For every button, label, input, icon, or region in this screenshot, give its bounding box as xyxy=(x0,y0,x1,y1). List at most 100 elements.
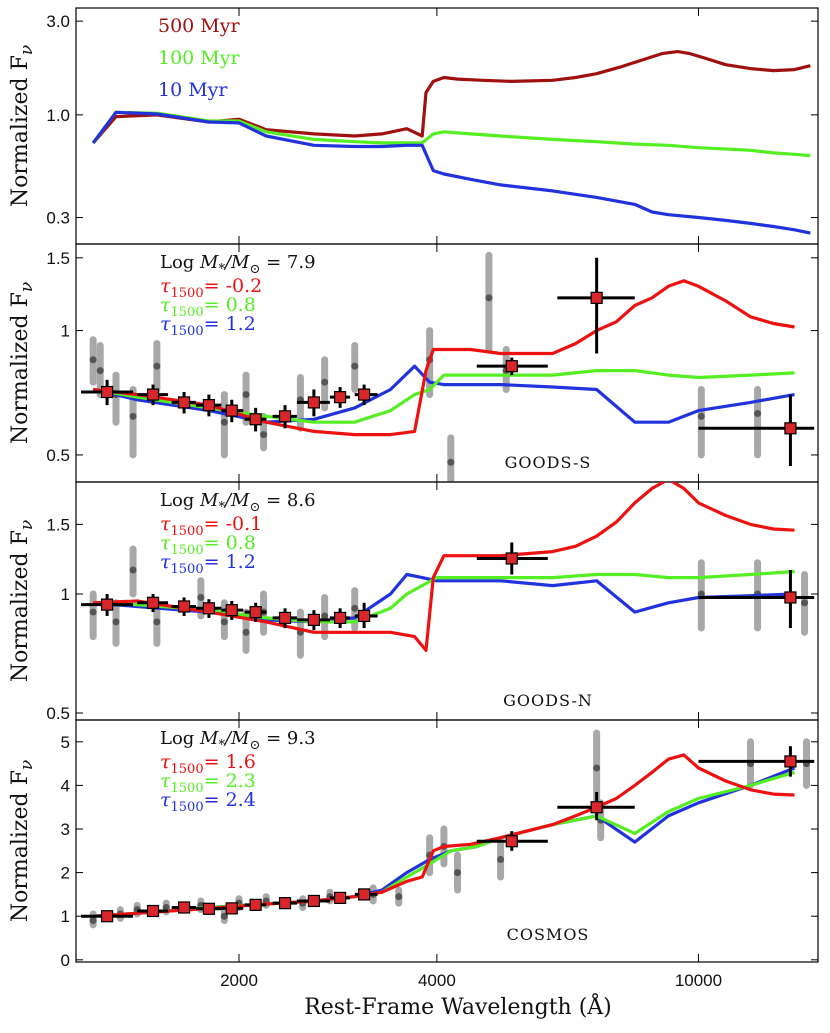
legend-entry: 100 Myr xyxy=(158,47,240,69)
y-tick-label: 1 xyxy=(61,322,70,341)
panel-frame xyxy=(75,7,819,245)
y-tick-label: 1.5 xyxy=(46,249,70,268)
y-tick-label: 0 xyxy=(61,951,70,970)
x-tick-label: 2000 xyxy=(220,971,258,990)
series-line-10-myr xyxy=(91,110,811,235)
y-axis-label: Normalized Fν xyxy=(8,282,37,444)
model-photometry-point xyxy=(153,362,161,370)
photometry-point xyxy=(358,388,371,401)
mass-label: Log M*/M⊙ = 7.9 xyxy=(160,252,316,277)
photometry-point xyxy=(784,422,797,435)
photometry-point xyxy=(307,396,320,409)
y-axis-label: Normalized Fν xyxy=(8,520,37,682)
photometry-point xyxy=(202,399,216,412)
model-photometry-point xyxy=(129,412,137,420)
photometry-point xyxy=(177,396,191,409)
photometry-point xyxy=(278,897,292,910)
model-photometry-point xyxy=(754,409,762,417)
model-photometry-point xyxy=(220,618,228,626)
legend-entry: τ1500= 2.3 xyxy=(160,770,256,796)
legend-entry: τ1500= 1.2 xyxy=(160,313,256,339)
photometry-point xyxy=(590,801,603,814)
photometry-point xyxy=(590,291,603,304)
model-photometry-point xyxy=(242,391,250,399)
model-photometry-point xyxy=(801,599,809,607)
series-line--1500-1-2 xyxy=(93,572,795,624)
panel-frame xyxy=(75,243,819,483)
plot-area xyxy=(81,482,815,659)
panel-frame xyxy=(75,719,819,963)
photometry-point xyxy=(505,360,518,373)
photometry-point xyxy=(100,598,114,611)
y-tick-label: 1 xyxy=(61,585,70,604)
model-photometry-point xyxy=(454,869,462,877)
legend-entry: 10 Myr xyxy=(158,79,228,101)
model-photometry-point xyxy=(593,764,601,772)
photometry-point xyxy=(146,596,160,609)
model-photometry-point xyxy=(697,412,705,420)
legend-entry: τ1500= 1.2 xyxy=(160,551,256,577)
series-line--1500-0-2 xyxy=(93,279,795,437)
y-tick-label: 3 xyxy=(61,820,70,839)
photometry-point xyxy=(307,613,320,626)
photometry-point xyxy=(278,410,292,423)
photometry-point xyxy=(225,902,238,915)
series-line--1500-0-8 xyxy=(92,369,795,424)
photometry-point xyxy=(307,894,320,908)
photometry-point xyxy=(784,591,797,604)
x-axis-label: Rest-Frame Wavelength (Å) xyxy=(304,992,612,1020)
y-tick-label: 1 xyxy=(61,907,70,926)
y-tick-label: 0.3 xyxy=(46,209,70,228)
series-line-500-myr xyxy=(91,49,811,144)
legend-entry: τ1500= 1.6 xyxy=(160,751,256,777)
legend-entry: τ1500= -0.1 xyxy=(160,513,262,539)
photometry-point xyxy=(146,388,160,401)
photometry-point xyxy=(177,600,191,613)
model-photometry-point xyxy=(197,593,205,601)
photometry-point xyxy=(100,385,114,399)
model-photometry-point xyxy=(153,618,161,626)
legend-entry: τ1500= 2.4 xyxy=(160,789,256,815)
photometry-point xyxy=(177,901,191,914)
photometry-point xyxy=(278,611,292,625)
field-label: GOODS-S xyxy=(505,453,592,472)
legend-entry: τ1500= 0.8 xyxy=(160,294,256,320)
series-line--1500-0-8 xyxy=(93,569,795,624)
x-tick-label: 4000 xyxy=(418,971,456,990)
y-tick-label: 0.5 xyxy=(46,704,70,723)
model-photometry-point xyxy=(447,458,455,466)
mass-label: Log M*/M⊙ = 9.3 xyxy=(160,728,316,753)
panel-goods-s: 0.5 1 1.5 Normalized Fν Log M*/M⊙ = 7.9 τ1500… xyxy=(8,243,819,483)
photometry-point xyxy=(249,413,262,426)
legend-entry: τ1500= 0.8 xyxy=(160,532,256,558)
plot-area xyxy=(81,729,815,929)
legend-entry: 500 Myr xyxy=(158,15,240,37)
y-axis-label-subscript: ν xyxy=(17,520,37,530)
photometry-point xyxy=(146,904,160,918)
photometry-point xyxy=(334,891,347,905)
model-photometry-point xyxy=(112,618,120,626)
y-tick-label: 2 xyxy=(61,864,70,883)
model-photometry-point xyxy=(89,917,97,925)
model-photometry-point xyxy=(497,856,505,864)
model-photometry-point xyxy=(129,566,137,574)
y-tick-label: 3.0 xyxy=(46,12,70,31)
plot-area xyxy=(91,49,811,235)
y-tick-label: 5 xyxy=(61,733,70,752)
mass-label: Log M*/M⊙ = 8.6 xyxy=(160,490,316,515)
model-photometry-point xyxy=(162,903,170,911)
y-tick-label: 4 xyxy=(61,776,70,795)
y-tick-label: 1.5 xyxy=(46,515,70,534)
x-tick-label: 10000 xyxy=(675,971,722,990)
y-axis-label-subscript: ν xyxy=(17,760,37,770)
field-label: COSMOS xyxy=(507,925,590,944)
model-photometry-point xyxy=(89,608,97,616)
photometry-point xyxy=(358,888,371,901)
y-axis-label-subscript: ν xyxy=(17,45,37,55)
y-tick-label: 1.0 xyxy=(46,106,70,125)
y-tick-label: 0.5 xyxy=(46,446,70,465)
series-line--1500-0-1 xyxy=(93,482,795,653)
model-photometry-point xyxy=(89,356,97,364)
